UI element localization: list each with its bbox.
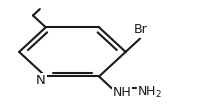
Text: NH: NH [113, 86, 132, 98]
Text: N: N [36, 74, 46, 87]
Text: NH$_2$: NH$_2$ [137, 84, 162, 100]
Text: Br: Br [134, 23, 148, 36]
